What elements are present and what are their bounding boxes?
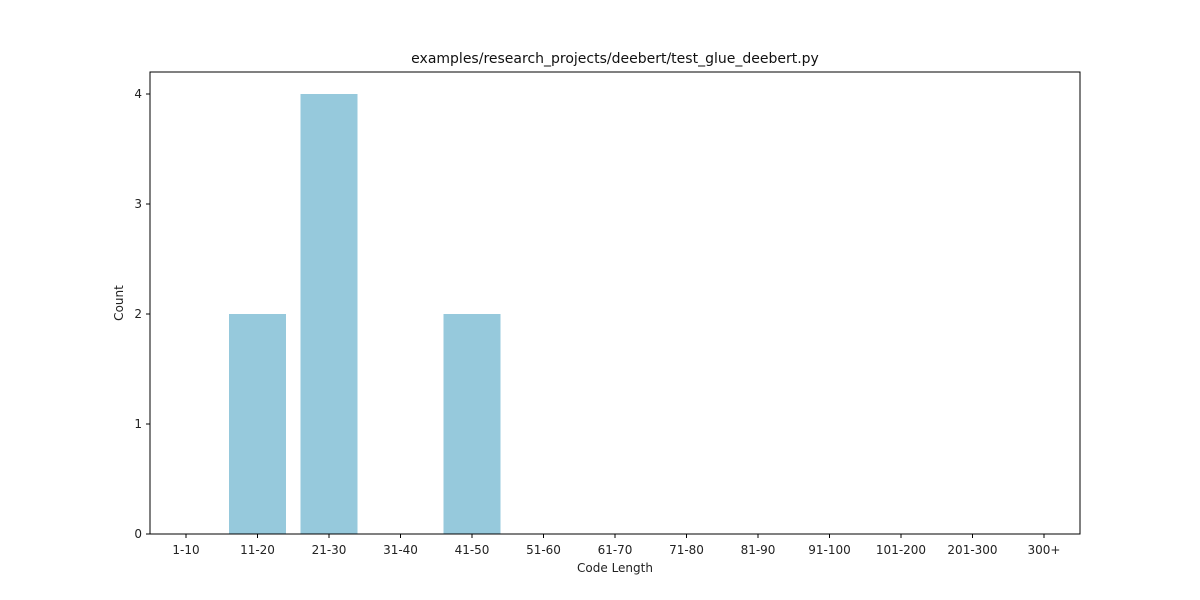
x-axis-label: Code Length [577, 561, 653, 575]
x-axis: 1-10 11-20 21-30 31-40 41-50 51-60 61-70 71-80 8… [172, 534, 1060, 557]
chart-title: examples/research_projects/deebert/test_… [411, 51, 819, 67]
y-tick-label: 3 [134, 197, 142, 211]
plot-frame [149, 71, 1081, 535]
y-tick-label: 2 [134, 307, 142, 321]
x-tick-label: 1-10 [172, 543, 199, 557]
x-tick-label: 91-100 [808, 543, 851, 557]
x-tick-label: 21-30 [312, 543, 347, 557]
x-tick-label: 31-40 [383, 543, 418, 557]
y-axis-label: Count [112, 285, 126, 321]
y-tick-label: 0 [134, 527, 142, 541]
bar-21-30 [300, 94, 358, 534]
y-tick-label: 4 [134, 87, 142, 101]
x-tick-label: 71-80 [669, 543, 704, 557]
x-tick-label: 101-200 [876, 543, 926, 557]
y-tick-label: 1 [134, 417, 142, 431]
x-tick-label: 51-60 [526, 543, 561, 557]
bar-11-20 [229, 314, 286, 534]
x-tick-label: 11-20 [240, 543, 275, 557]
x-tick-label: 201-300 [947, 543, 997, 557]
x-tick-label: 81-90 [741, 543, 776, 557]
bars-group [229, 94, 501, 534]
x-tick-label: 300+ [1028, 543, 1061, 557]
x-tick-label: 41-50 [455, 543, 490, 557]
y-axis: 0 1 2 3 4 [134, 87, 150, 541]
x-tick-label: 61-70 [598, 543, 633, 557]
bar-41-50 [443, 314, 501, 534]
